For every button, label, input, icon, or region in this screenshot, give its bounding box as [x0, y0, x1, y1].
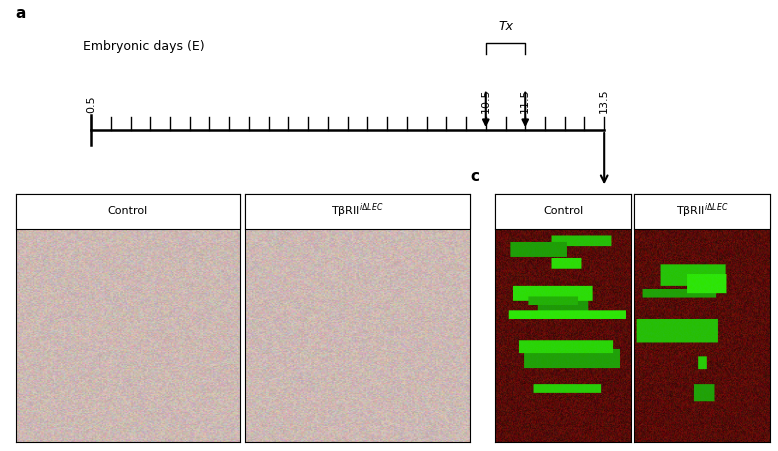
Text: TβRII$^{iΔLEC}$: TβRII$^{iΔLEC}$: [331, 202, 384, 221]
Text: 13.5: 13.5: [599, 89, 609, 113]
Text: Control: Control: [543, 206, 584, 216]
Bar: [16, 194, 240, 229]
Text: 0.5: 0.5: [86, 96, 96, 113]
Bar: [634, 194, 770, 229]
Text: 11.5: 11.5: [520, 89, 531, 113]
Text: 10.5: 10.5: [481, 89, 491, 113]
Text: Control: Control: [108, 206, 148, 216]
Text: Embryonic days (E): Embryonic days (E): [83, 40, 205, 52]
Text: Analysis: Analysis: [579, 204, 630, 217]
Text: Tx: Tx: [498, 19, 513, 32]
Text: a: a: [16, 6, 26, 21]
Text: c: c: [471, 169, 479, 184]
Bar: [495, 194, 631, 229]
Bar: [245, 194, 470, 229]
Text: TβRII$^{iΔLEC}$: TβRII$^{iΔLEC}$: [676, 202, 728, 221]
